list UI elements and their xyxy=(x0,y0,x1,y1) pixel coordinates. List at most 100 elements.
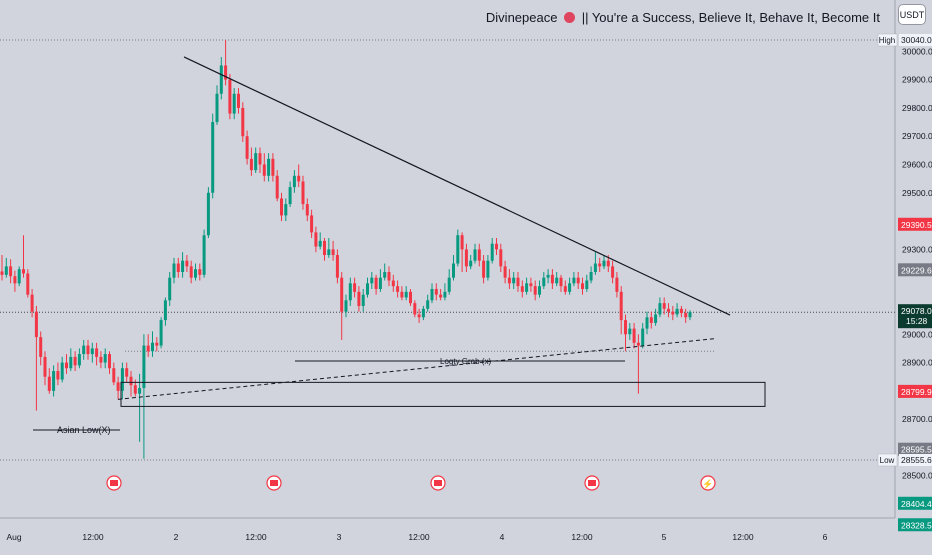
candle-body xyxy=(198,269,202,275)
candle-body xyxy=(108,354,111,369)
candle-body xyxy=(581,283,584,289)
candle-body xyxy=(99,356,103,363)
price-tick-label: 30000.0 xyxy=(902,46,932,56)
candle-body xyxy=(120,368,124,391)
candle-body xyxy=(155,342,159,346)
candle-body xyxy=(271,158,275,176)
candle-body xyxy=(77,354,81,366)
candle-body xyxy=(469,260,473,267)
candle-body xyxy=(22,269,25,274)
candle-body xyxy=(464,249,468,267)
candle-body xyxy=(667,308,670,312)
candle-body xyxy=(512,277,516,284)
lightning-event-icon[interactable] xyxy=(700,475,716,491)
candle-body xyxy=(374,277,378,289)
candle-body xyxy=(611,266,615,278)
flag-icon xyxy=(270,480,278,486)
price-tick-label: 29000.0 xyxy=(902,329,932,339)
candle-body xyxy=(275,175,279,199)
candle-body xyxy=(499,249,503,267)
candle-body xyxy=(525,283,529,292)
candle-body xyxy=(645,317,649,329)
candle-body xyxy=(679,308,683,314)
candle-body xyxy=(563,286,567,292)
candle-body xyxy=(370,277,374,284)
candle-body xyxy=(52,371,56,391)
last-price-value: 29078.0 xyxy=(901,306,932,316)
candle-body xyxy=(460,235,464,250)
candle-body xyxy=(249,158,253,171)
candle-body xyxy=(443,291,447,298)
low-price-value: 28555.6 xyxy=(901,455,932,465)
time-tick-label: 12:00 xyxy=(408,532,430,542)
time-tick-label: 12:00 xyxy=(732,532,754,542)
descending-trendline[interactable] xyxy=(183,56,731,316)
red-price-badge[interactable] xyxy=(898,384,932,398)
candle-body xyxy=(168,277,172,301)
demand-zone-box[interactable] xyxy=(120,381,766,407)
watermark: Divinepeace || You're a Success, Believe… xyxy=(486,10,880,25)
currency-button[interactable]: USDT xyxy=(898,4,926,25)
candle-body xyxy=(181,260,185,273)
green-price-badge[interactable] xyxy=(898,496,932,510)
candle-body xyxy=(391,280,395,287)
candle-body xyxy=(628,328,632,335)
red-price-value: 29390.5 xyxy=(901,220,932,230)
candle-body xyxy=(258,153,262,165)
candle-body xyxy=(383,272,387,278)
price-axis[interactable]: 30000.0 29900.0 29800.0 29700.0 29600.0 29500… xyxy=(877,33,932,532)
red-price-value: 28799.9 xyxy=(901,387,932,397)
candle-body xyxy=(447,277,451,292)
candle-body xyxy=(477,249,481,261)
candle-body xyxy=(129,376,133,386)
candle-body xyxy=(26,273,30,295)
candle-body xyxy=(185,260,189,267)
candle-body xyxy=(542,277,546,287)
candle-body xyxy=(348,283,352,301)
candle-body xyxy=(606,260,610,267)
candle-body xyxy=(538,286,541,295)
candle-body xyxy=(39,337,43,357)
candle-body xyxy=(516,277,520,287)
candle-body xyxy=(662,303,666,309)
time-axis[interactable]: Aug 12:00 2 12:00 3 12:00 4 12:00 5 12:00 6 xyxy=(6,532,827,542)
candle-body xyxy=(314,232,318,247)
flag-icon xyxy=(434,480,442,486)
red-price-badge[interactable] xyxy=(898,217,932,231)
time-tick-label: 12:00 xyxy=(571,532,593,542)
event-markers[interactable]: ⚡ xyxy=(106,475,716,491)
candle-body xyxy=(254,153,258,171)
candle-body xyxy=(95,348,99,357)
last-price-badge[interactable] xyxy=(898,304,932,329)
candle-body xyxy=(555,277,559,284)
time-tick-label: 6 xyxy=(823,532,828,542)
time-tick-label: 5 xyxy=(662,532,667,542)
candle-body xyxy=(219,65,223,94)
low-label: Low xyxy=(880,456,895,465)
candle-body xyxy=(280,198,283,216)
flag-icon xyxy=(110,480,118,486)
price-tick-label: 29500.0 xyxy=(902,188,932,198)
drawings[interactable]: Asian Low(X) Logty Grab (x) xyxy=(33,56,766,435)
grey-price-badge[interactable] xyxy=(898,442,932,456)
candle-body xyxy=(267,158,271,176)
candle-body xyxy=(69,356,73,369)
candle-body xyxy=(353,283,357,292)
candle-body xyxy=(284,204,288,216)
candle-body xyxy=(624,320,627,335)
candle-body xyxy=(593,263,597,273)
candle-body xyxy=(60,362,64,380)
ascending-trendline[interactable] xyxy=(117,338,717,400)
candle-body xyxy=(43,356,47,377)
candle-body xyxy=(232,93,236,114)
watermark-text: || You're a Success, Believe It, Behave … xyxy=(581,10,880,25)
candle-body xyxy=(490,243,494,261)
candle-body xyxy=(456,235,460,264)
green-price-badge[interactable] xyxy=(898,518,932,532)
time-tick-label: 4 xyxy=(500,532,505,542)
grey-price-badge[interactable] xyxy=(898,263,932,277)
candle-body xyxy=(344,300,348,312)
